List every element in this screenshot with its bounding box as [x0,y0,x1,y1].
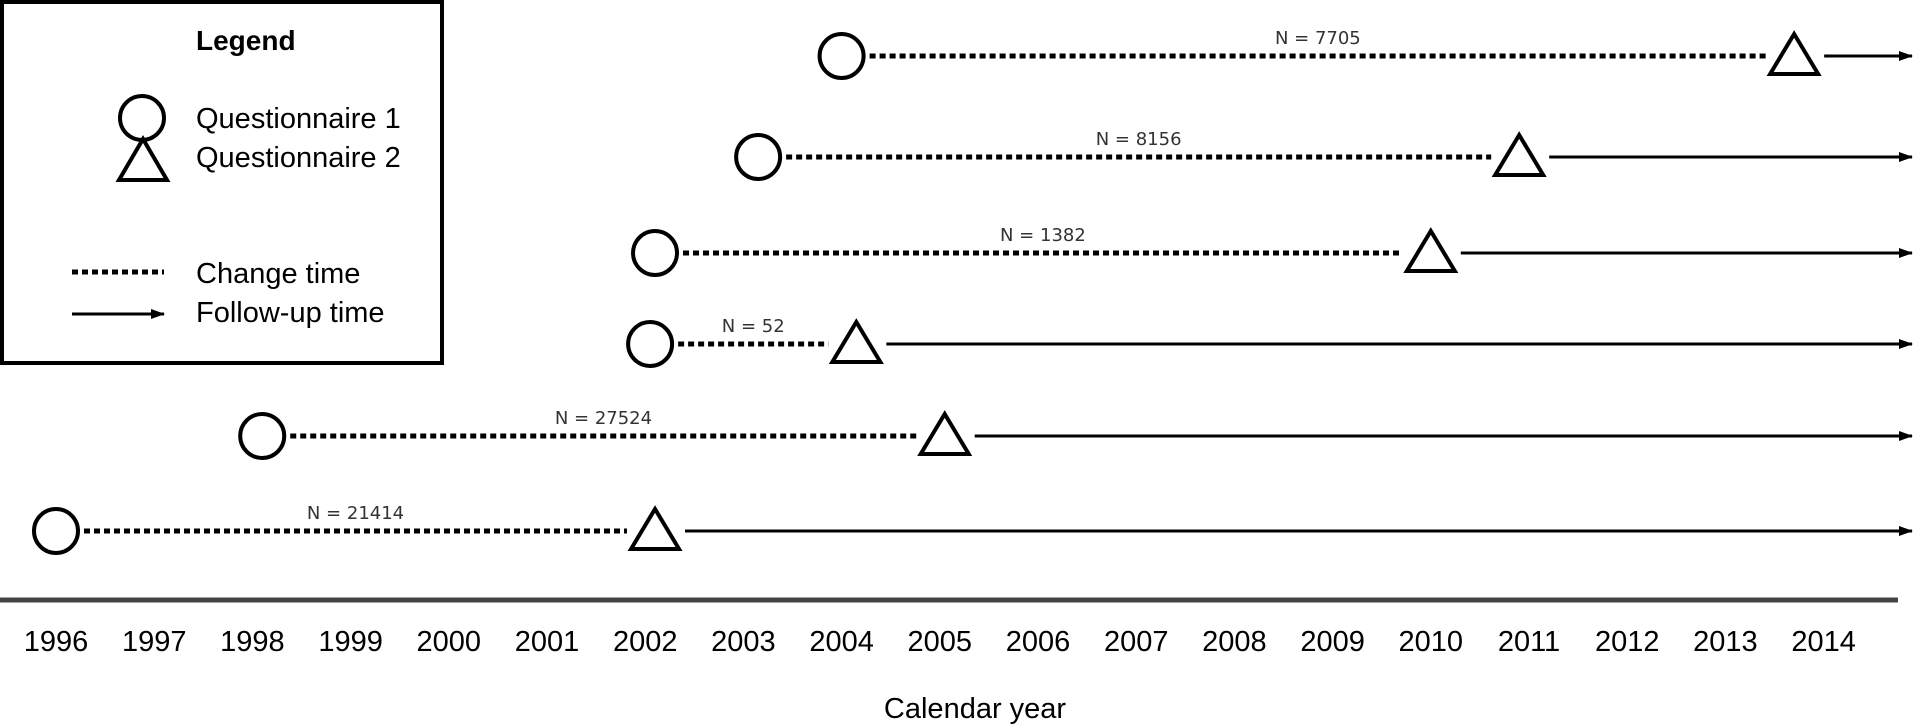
cohort-row: N = 7705 [817,28,1913,80]
cohort-row: N = 8156 [734,129,1913,181]
year-label-2001: 2001 [515,626,580,658]
year-label-2010: 2010 [1399,626,1464,658]
year-label-2012: 2012 [1595,626,1660,658]
legend-circle-symbol [118,94,166,142]
year-label-1998: 1998 [220,626,285,658]
legend-item-follow-up-time: Follow-up time [196,297,385,329]
legend-item-questionnaire-1: Questionnaire 1 [196,103,401,135]
questionnaire-1-circle [734,133,783,181]
cohort-row: N = 21414 [32,503,1913,555]
questionnaire-1-circle [32,507,80,555]
year-label-2009: 2009 [1300,626,1365,658]
year-label-2000: 2000 [417,626,482,658]
cohort-rows: N = 7705 N = 8156 N = 1382 N = 52 N = 27524 N… [32,28,1913,555]
year-label-2006: 2006 [1006,626,1071,658]
year-label-1999: 1999 [318,626,383,658]
cohort-row: N = 1382 [631,225,1913,277]
year-label-2004: 2004 [809,626,874,658]
cohort-n-label: N = 7705 [1275,28,1361,49]
cohort-row: N = 52 [626,316,1913,368]
year-tick-labels: 1996 1997 1998 1999 2000 2001 2002 2003 2004 2005… [24,626,1856,658]
year-label-2003: 2003 [711,626,776,658]
cohort-n-label: N = 52 [722,316,785,337]
year-label-2002: 2002 [613,626,678,658]
questionnaire-2-triangle [917,410,973,456]
questionnaire-1-circle [626,320,675,368]
cohort-row: N = 27524 [238,408,1913,460]
questionnaire-2-triangle [828,318,884,364]
questionnaire-2-triangle [627,505,683,551]
questionnaire-2-triangle [1766,30,1822,76]
questionnaire-1-circle [817,32,866,80]
cohort-n-label: N = 8156 [1096,129,1182,150]
year-label-2011: 2011 [1498,626,1560,658]
legend-item-questionnaire-2: Questionnaire 2 [196,142,401,174]
legend-title: Legend [196,25,296,56]
year-label-2014: 2014 [1791,626,1856,658]
cohort-n-label: N = 1382 [1000,225,1086,246]
year-label-2007: 2007 [1104,626,1169,658]
year-label-1996: 1996 [24,626,89,658]
cohort-n-label: N = 27524 [555,408,652,429]
legend-item-change-time: Change time [196,258,360,290]
year-label-2008: 2008 [1202,626,1267,658]
year-label-2005: 2005 [908,626,973,658]
questionnaire-1-circle [631,229,680,277]
legend-triangle-symbol [115,135,171,182]
year-label-1997: 1997 [122,626,187,658]
legend-box [0,0,444,365]
cohort-n-label: N = 21414 [307,503,404,524]
questionnaire-1-circle [238,412,287,460]
x-axis-label: Calendar year [884,693,1066,725]
year-label-2013: 2013 [1693,626,1758,658]
legend: Legend Questionnaire 1 Questionnaire 2 C… [0,0,444,365]
questionnaire-2-triangle [1403,227,1459,273]
questionnaire-2-triangle [1491,131,1547,177]
